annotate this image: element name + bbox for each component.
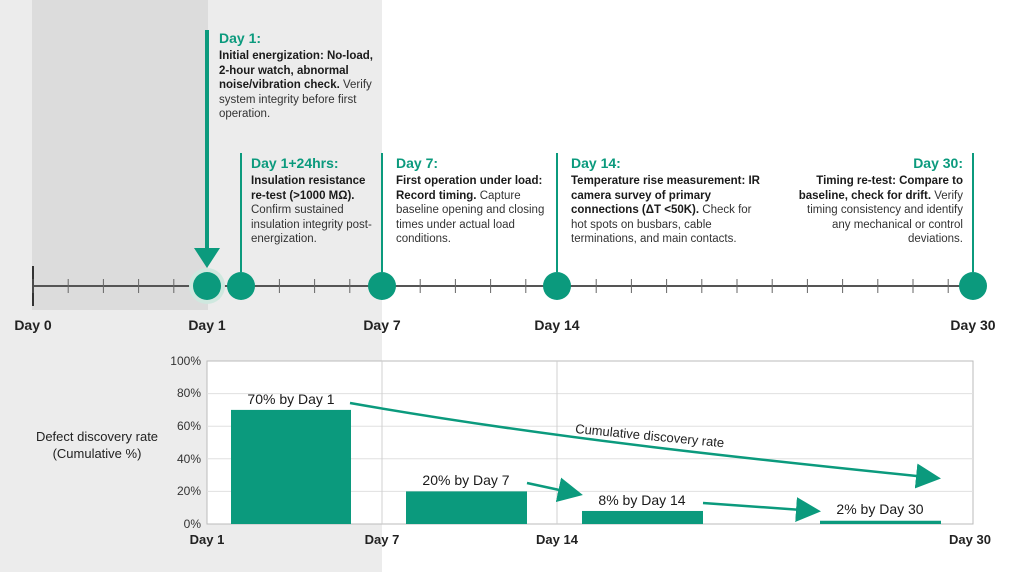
milestone-dot-day7	[368, 272, 396, 300]
event-bold: First operation under load: Record timin…	[396, 175, 543, 202]
bar-label-day1: 70% by Day 1	[247, 391, 335, 407]
bar-day30	[820, 520, 941, 524]
y-tick-40: 40%	[176, 452, 201, 466]
event-head: Day 7:	[396, 155, 439, 171]
bar-day1	[231, 409, 351, 524]
event-text: Confirm sustained insulation integrity p…	[251, 204, 372, 245]
event-card-day30: Day 30: Timing re-test: Compare to basel…	[795, 155, 963, 247]
event-head: Day 14:	[571, 155, 621, 171]
event-text: Capture baseline opening and closing tim…	[396, 189, 545, 246]
event-head: Day 1+24hrs:	[251, 155, 339, 171]
event-text: Verify timing consistency and identify a…	[807, 189, 963, 246]
cumulative-trend-arrow	[349, 401, 941, 489]
event-head: Day 30:	[913, 155, 963, 171]
event-bold: Insulation resistance re-test (>1000 MΩ)…	[251, 175, 366, 202]
bar-label-day7: 20% by Day 7	[422, 472, 510, 488]
axis-label-day0: Day 0	[14, 317, 52, 333]
event-card-day1: Day 1: Initial energization: No-load, 2-…	[219, 30, 379, 122]
bar-day14	[582, 510, 703, 524]
chart-bars	[231, 409, 941, 524]
x-tick-day1: Day 1	[189, 532, 225, 547]
axis-label-day1: Day 1	[188, 317, 226, 333]
event-bold: Timing re-test: Compare to baseline, che…	[798, 175, 963, 202]
milestone-dot-day1	[193, 272, 221, 300]
milestone-dot-day1-24h	[227, 272, 255, 300]
chart-y-label: Defect discovery rate (Cumulative %)	[35, 429, 159, 461]
event-bold: Initial energization: No-load, 2-hour wa…	[219, 50, 373, 91]
axis-label-day30: Day 30	[950, 317, 996, 333]
trend-arrow-day7-day14	[526, 477, 583, 503]
event-card-day14: Day 14: Temperature rise measurement: IR…	[571, 155, 766, 247]
event-text: Check for hot spots on busbars, cable te…	[571, 204, 752, 245]
x-tick-day14: Day 14	[536, 532, 578, 547]
event-text: Verify system integrity before first ope…	[219, 79, 372, 120]
day1-arrow-head	[194, 248, 220, 268]
event-card-day7: Day 7: First operation under load: Recor…	[396, 155, 546, 247]
x-tick-day7: Day 7	[364, 532, 400, 547]
x-tick-day30: Day 30	[949, 532, 991, 547]
trend-arrow-day14-day30	[702, 497, 821, 523]
event-head: Day 1:	[219, 30, 262, 46]
bar-label-day14: 8% by Day 14	[598, 492, 686, 508]
event-bold: Temperature rise measurement: IR camera …	[571, 175, 760, 216]
y-tick-0: 0%	[183, 517, 201, 531]
bar-label-day30: 2% by Day 30	[836, 501, 924, 517]
axis-label-day7: Day 7	[363, 317, 401, 333]
y-tick-80: 80%	[176, 386, 201, 400]
y-tick-100: 100%	[170, 354, 201, 368]
y-tick-20: 20%	[176, 484, 201, 498]
milestone-dot-day30	[959, 272, 987, 300]
day0-day1-highlight	[32, 0, 208, 310]
bar-day7	[406, 491, 527, 524]
y-tick-60: 60%	[176, 419, 201, 433]
milestone-dot-day14	[543, 272, 571, 300]
axis-label-day14: Day 14	[534, 317, 580, 333]
event-card-day1-24h: Day 1+24hrs: Insulation resistance re-te…	[251, 155, 376, 247]
